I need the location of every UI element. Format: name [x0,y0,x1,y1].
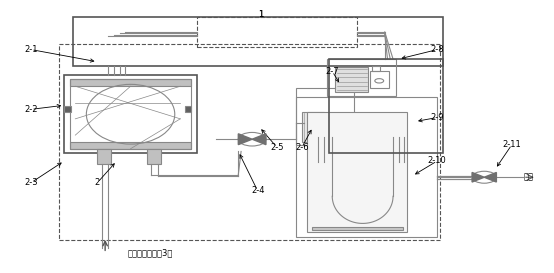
Text: 2-9: 2-9 [430,113,444,122]
Bar [335,67,368,92]
Polygon shape [484,173,496,182]
Bar [70,79,191,86]
Text: 2-4: 2-4 [251,186,264,195]
Bar [70,79,191,149]
Bar [330,59,443,153]
Text: 2: 2 [95,178,100,187]
Bar [197,17,357,47]
Polygon shape [472,173,484,182]
Bar [59,44,440,240]
Text: 2-8: 2-8 [430,45,444,54]
Bar [98,149,111,164]
Text: 真空: 真空 [524,173,534,182]
Bar [296,88,355,145]
Polygon shape [252,134,266,145]
Text: 2-11: 2-11 [502,140,521,149]
Bar [147,149,161,164]
Bar [327,59,396,96]
Bar [326,117,348,135]
Bar [312,227,403,230]
Text: 2-6: 2-6 [295,143,309,152]
Text: 2-10: 2-10 [428,156,447,165]
Text: 2-7: 2-7 [325,67,339,76]
Bar [70,142,191,149]
Bar [370,71,389,88]
Text: 2-1: 2-1 [24,45,38,54]
Bar [302,112,324,142]
Bar [184,106,191,112]
Bar [296,97,437,237]
Text: 1: 1 [258,10,263,19]
Text: 2-5: 2-5 [270,143,284,152]
Text: 2-3: 2-3 [24,178,38,187]
Bar [372,66,381,71]
Text: 1: 1 [258,10,263,19]
Text: 2-2: 2-2 [24,105,38,114]
Polygon shape [238,134,252,145]
Bar [64,75,197,153]
Bar [73,17,443,66]
Bar [64,106,71,112]
Text: 水冰提取装置（3）: 水冰提取装置（3） [127,249,173,258]
Bar [307,112,407,232]
